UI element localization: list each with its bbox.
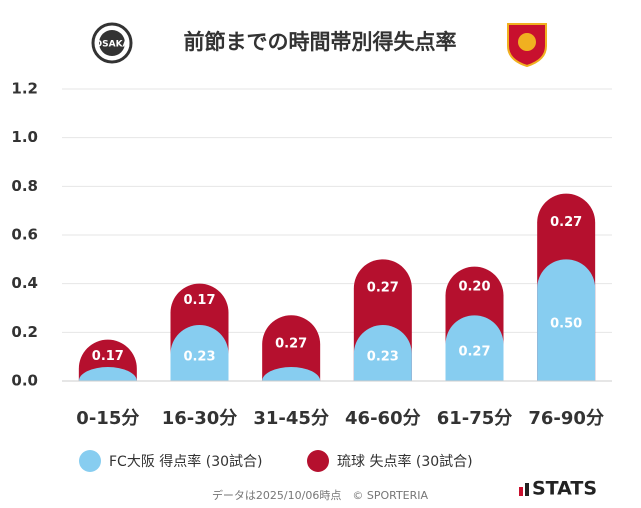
x-tick-label: 61-75分 [437, 408, 513, 429]
data-label: 0.27 [550, 215, 582, 230]
y-tick-label: 0.8 [11, 177, 38, 195]
bar-segment [170, 325, 229, 381]
y-tick-label: 1.0 [11, 128, 38, 146]
legend-label: FC大阪 得点率 (30試合) [109, 453, 262, 470]
brand-logo: STATS [519, 478, 597, 500]
bar-segment [262, 367, 321, 381]
svg-text:OSAKA: OSAKA [94, 40, 129, 50]
away-logo [507, 23, 547, 68]
brand: STATS [532, 478, 597, 500]
x-tick-label: 0-15分 [76, 408, 139, 429]
y-tick-label: 0.4 [11, 274, 38, 292]
data-label: 0.20 [458, 279, 490, 294]
home-logo: OSAKA [91, 22, 133, 64]
data-label: 0.27 [458, 345, 490, 360]
legend-marker [79, 450, 101, 472]
bar-segment [353, 325, 412, 381]
data-label: 0.23 [367, 350, 399, 365]
bars: 0.17 0.23 0.17 0.27 0.23 0.27 0.27 0.20 0.50 0.27 [78, 193, 596, 381]
y-tick-label: 0.2 [11, 323, 38, 341]
data-label: 0.23 [183, 350, 215, 365]
y-tick-label: 0.0 [11, 372, 38, 390]
bar-segment [445, 315, 504, 381]
x-tick-label: 16-30分 [162, 408, 238, 429]
x-tick-label: 46-60分 [345, 408, 421, 429]
legend-marker [307, 450, 329, 472]
data-label: 0.27 [367, 281, 399, 296]
data-label: 0.27 [275, 337, 307, 352]
legend-label: 琉球 失点率 (30試合) [337, 453, 473, 470]
footnote: データは2025/10/06時点 © SPORTERIA [212, 488, 429, 502]
data-label: 0.17 [183, 293, 215, 308]
bar-segment [78, 367, 137, 381]
bar-segment [262, 315, 321, 381]
chart-title: 前節までの時間帯別得失点率 [184, 30, 457, 54]
data-label: 0.17 [92, 349, 124, 364]
x-tick-label: 76-90分 [528, 408, 604, 429]
y-tick-label: 1.2 [11, 80, 38, 98]
x-tick-label: 31-45分 [253, 408, 329, 429]
data-label: 0.50 [550, 317, 582, 332]
y-tick-label: 0.6 [11, 226, 38, 244]
bar-segment [537, 259, 596, 381]
